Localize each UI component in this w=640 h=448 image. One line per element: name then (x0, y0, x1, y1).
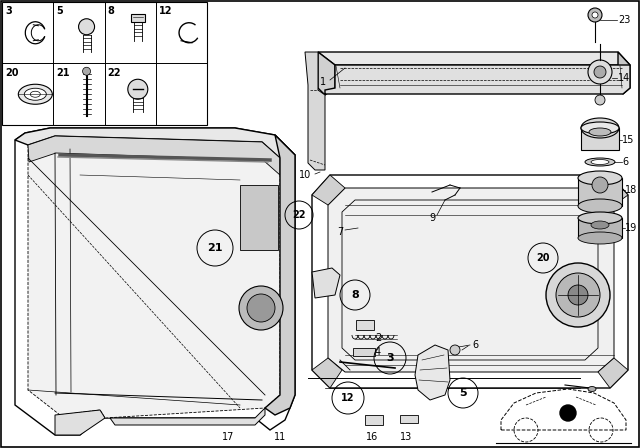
Text: 23: 23 (618, 15, 630, 25)
Circle shape (592, 12, 598, 18)
Circle shape (556, 273, 600, 317)
Ellipse shape (588, 387, 596, 392)
Ellipse shape (591, 159, 609, 164)
Text: 9: 9 (429, 213, 435, 223)
Bar (240, 185, 278, 250)
Polygon shape (312, 358, 342, 388)
Circle shape (594, 66, 606, 78)
Polygon shape (618, 52, 630, 94)
Text: 5: 5 (56, 6, 63, 16)
Polygon shape (415, 345, 450, 400)
Polygon shape (325, 65, 630, 95)
Circle shape (588, 60, 612, 84)
Bar (365, 415, 383, 425)
Ellipse shape (578, 171, 622, 185)
Ellipse shape (581, 118, 619, 138)
Text: 15: 15 (622, 135, 634, 145)
Circle shape (128, 79, 148, 99)
Circle shape (560, 405, 576, 421)
Bar (578, 218, 622, 238)
Circle shape (83, 67, 91, 75)
Text: 5: 5 (459, 388, 467, 398)
Text: 6: 6 (472, 340, 478, 350)
Circle shape (595, 95, 605, 105)
Bar (2, 2, 207, 125)
Polygon shape (318, 52, 630, 65)
Circle shape (592, 177, 608, 193)
Text: 2: 2 (375, 333, 381, 343)
Text: 16: 16 (366, 432, 378, 442)
Bar (353, 348, 375, 356)
Text: 11: 11 (274, 432, 286, 442)
Text: 19: 19 (625, 223, 637, 233)
Text: 1: 1 (320, 77, 326, 87)
Text: 6: 6 (622, 157, 628, 167)
Text: 20: 20 (5, 68, 19, 78)
Text: 3: 3 (5, 6, 12, 16)
Bar (578, 178, 622, 206)
Text: 22: 22 (292, 210, 306, 220)
Text: 12: 12 (159, 6, 172, 16)
Ellipse shape (589, 128, 611, 136)
Circle shape (568, 285, 588, 305)
Text: 22: 22 (108, 68, 121, 78)
Text: 21: 21 (56, 68, 70, 78)
Ellipse shape (578, 199, 622, 213)
Ellipse shape (578, 232, 622, 244)
Bar (581, 128, 619, 150)
Polygon shape (312, 175, 628, 388)
Text: 10: 10 (299, 170, 311, 180)
Text: 18: 18 (625, 185, 637, 195)
Bar (131, 14, 145, 22)
Text: 21: 21 (207, 243, 223, 253)
Polygon shape (598, 175, 628, 205)
Text: 8: 8 (351, 290, 359, 300)
Text: 12: 12 (341, 393, 355, 403)
Text: 13: 13 (400, 432, 412, 442)
Ellipse shape (578, 212, 622, 224)
Ellipse shape (19, 84, 52, 104)
Circle shape (247, 294, 275, 322)
Text: 14: 14 (618, 73, 630, 83)
Polygon shape (318, 52, 335, 95)
Circle shape (450, 345, 460, 355)
Polygon shape (28, 136, 280, 175)
Polygon shape (265, 135, 295, 415)
Text: 3: 3 (386, 353, 394, 363)
Circle shape (546, 263, 610, 327)
Circle shape (79, 19, 95, 35)
Polygon shape (312, 175, 345, 205)
Circle shape (239, 286, 283, 330)
Polygon shape (305, 52, 325, 170)
Polygon shape (598, 358, 628, 388)
Ellipse shape (585, 158, 615, 166)
Circle shape (588, 8, 602, 22)
Ellipse shape (24, 88, 46, 100)
Text: 20: 20 (536, 253, 550, 263)
Text: 17: 17 (222, 432, 234, 442)
Polygon shape (28, 136, 280, 418)
Text: 4: 4 (375, 347, 381, 357)
Polygon shape (312, 268, 340, 298)
Bar (356, 320, 374, 330)
Text: 8: 8 (108, 6, 115, 16)
Polygon shape (55, 410, 105, 435)
Polygon shape (15, 128, 295, 158)
Polygon shape (110, 408, 265, 425)
Polygon shape (328, 188, 614, 372)
Ellipse shape (591, 221, 609, 229)
Ellipse shape (581, 122, 619, 134)
Text: 7: 7 (337, 227, 343, 237)
Bar (400, 415, 418, 423)
Polygon shape (15, 128, 295, 435)
